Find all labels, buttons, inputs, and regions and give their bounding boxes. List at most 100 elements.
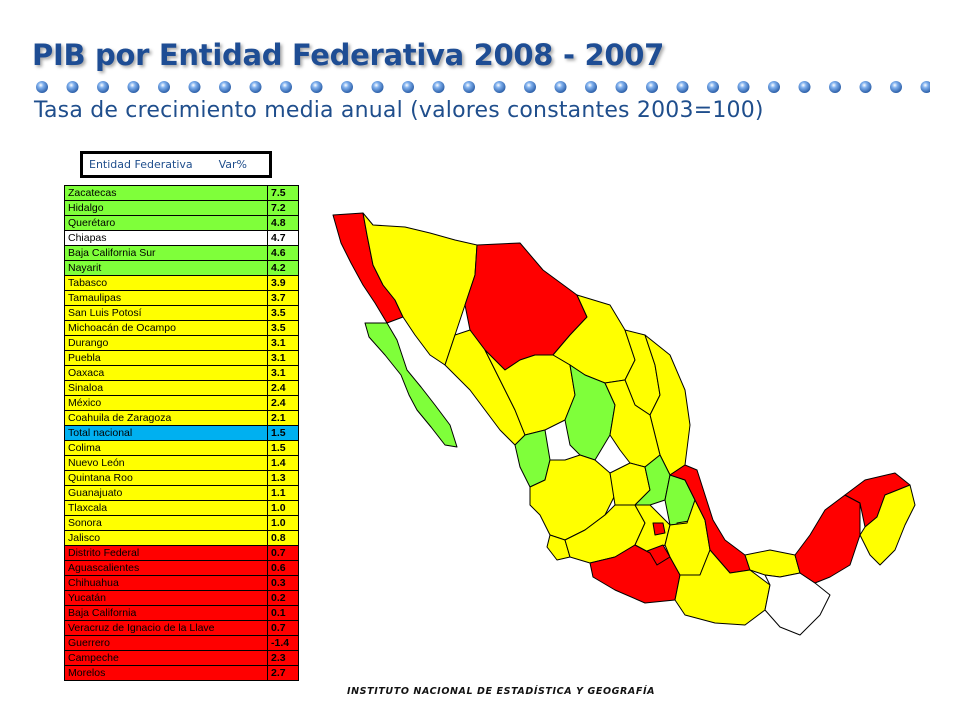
row-var-value: 3.7 [267,290,299,306]
row-state-name: Tamaulipas [64,290,268,306]
row-state-name: Puebla [64,350,268,366]
table-row: San Luis Potosí 3.5 [64,305,299,321]
decorative-dot [768,81,780,93]
row-var-value: 3.1 [267,350,299,366]
table-row: Veracruz de Ignacio de la Llave 0.7 [64,620,299,636]
map-state-baja-california-sur [364,322,458,448]
decorative-dot [707,81,719,93]
decorative-dot [737,81,750,93]
row-state-name: Morelos [64,665,268,681]
row-state-name: Nayarit [64,260,268,276]
decorative-dot [188,81,201,93]
row-state-name: Tlaxcala [64,500,268,516]
row-var-value: 0.1 [267,605,299,621]
row-var-value: 0.2 [267,590,299,606]
decorative-dot [310,81,323,93]
table-row: Tamaulipas 3.7 [64,290,299,306]
row-state-name: Distrito Federal [64,545,268,561]
row-state-name: Chihuahua [64,575,268,591]
row-state-name: Oaxaca [64,365,268,381]
decorative-dot [36,81,48,93]
row-var-value: 2.4 [267,395,299,411]
table-row: Morelos 2.7 [64,665,299,681]
column-header-var: Var% [218,158,248,171]
row-state-name: Hidalgo [64,200,268,216]
row-state-name: Baja California [64,605,268,621]
row-state-name: Sinaloa [64,380,268,396]
row-state-name: Zacatecas [64,185,268,201]
table-row: Total nacional 1.5 [64,425,299,441]
row-var-value: 1.3 [267,470,299,486]
decorative-dot [798,81,811,93]
decorative-dot-line [36,81,930,93]
decorative-dot [402,81,414,93]
row-var-value: 4.7 [267,230,299,246]
decorative-dot [646,81,658,93]
row-var-value: 1.5 [267,425,299,441]
row-var-value: 1.0 [267,515,299,531]
table-row: Michoacán de Ocampo 3.5 [64,320,299,336]
slide-title: PIB por Entidad Federativa 2008 - 2007 [32,38,664,72]
row-state-name: Guanajuato [64,485,268,501]
map-state-colima [546,534,571,561]
row-state-name: Nuevo León [64,455,268,471]
row-var-value: 3.1 [267,365,299,381]
decorative-dot [127,81,140,93]
row-var-value: -1.4 [267,635,299,651]
row-state-name: México [64,395,268,411]
table-row: Baja California Sur 4.6 [64,245,299,261]
row-var-value: 4.2 [267,260,299,276]
decorative-dot [97,81,109,93]
table-row: Colima 1.5 [64,440,299,456]
row-state-name: Quintana Roo [64,470,268,486]
row-state-name: Jalisco [64,530,268,546]
decorative-dot [280,81,292,93]
row-state-name: Aguascalientes [64,560,268,576]
table-row: Guerrero -1.4 [64,635,299,651]
row-var-value: 1.4 [267,455,299,471]
decorative-dot [432,81,445,93]
row-var-value: 7.2 [267,200,299,216]
table-row: Sinaloa 2.4 [64,380,299,396]
row-state-name: Querétaro [64,215,268,231]
row-state-name: Tabasco [64,275,268,291]
row-state-name: Durango [64,335,268,351]
table-row: Nuevo León 1.4 [64,455,299,471]
row-var-value: 3.1 [267,335,299,351]
row-state-name: Yucatán [64,590,268,606]
decorative-dot [493,81,506,93]
row-var-value: 3.5 [267,305,299,321]
map-state-quintana-roo [859,484,916,566]
row-var-value: 2.4 [267,380,299,396]
row-state-name: Colima [64,440,268,456]
decorative-dot [524,81,536,93]
table-row: Distrito Federal 0.7 [64,545,299,561]
row-state-name: San Luis Potosí [64,305,268,321]
decorative-dot [676,81,689,93]
table-row: Tabasco 3.9 [64,275,299,291]
decorative-dot [66,81,79,93]
decorative-dot [585,81,597,93]
decorative-dot [829,81,841,93]
row-state-name: Sonora [64,515,268,531]
map-state-campeche [794,494,861,584]
decorative-dot [554,81,567,93]
row-var-value: 3.9 [267,275,299,291]
footer-institution: INSTITUTO NACIONAL DE ESTADÍSTICA Y GEOG… [347,686,656,697]
growth-table: Zacatecas 7.5 Hidalgo 7.2 Querétaro 4.8 Chiapa… [64,185,299,681]
table-row: Yucatán 0.2 [64,590,299,606]
decorative-dot [615,81,628,93]
table-row: Coahuila de Zaragoza 2.1 [64,410,299,426]
table-row: México 2.4 [64,395,299,411]
map-state-chiapas [764,572,831,636]
map-state-queretaro [634,454,671,506]
column-header-state: Entidad Federativa [89,158,193,171]
decorative-dot [158,81,170,93]
row-var-value: 1.1 [267,485,299,501]
table-row: Puebla 3.1 [64,350,299,366]
row-var-value: 7.5 [267,185,299,201]
table-row: Oaxaca 3.1 [64,365,299,381]
table-row: Tlaxcala 1.0 [64,500,299,516]
row-var-value: 0.7 [267,620,299,636]
row-var-value: 2.1 [267,410,299,426]
